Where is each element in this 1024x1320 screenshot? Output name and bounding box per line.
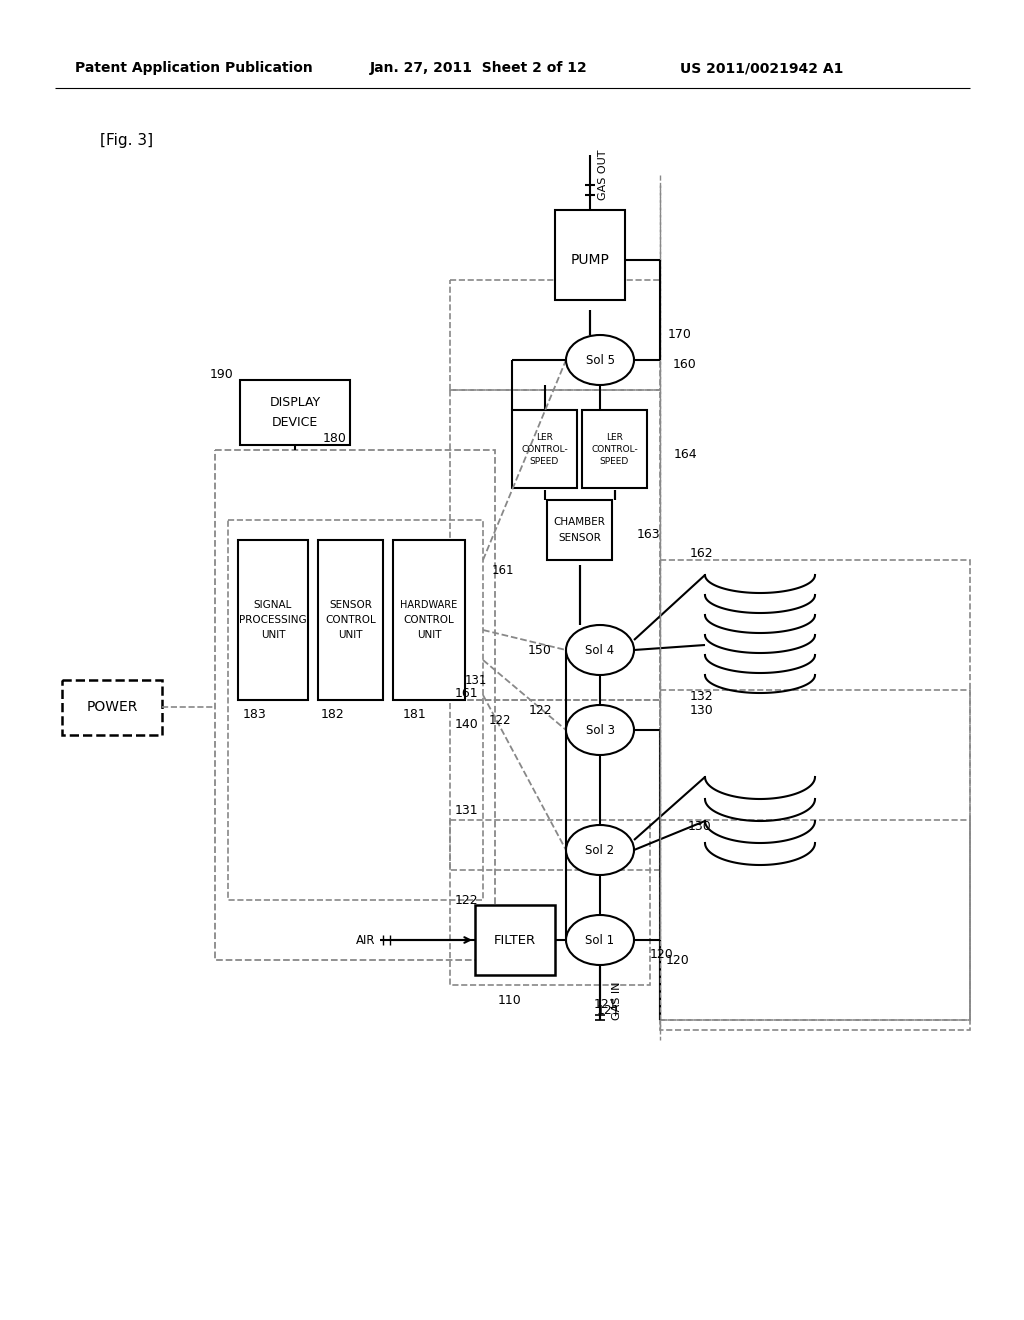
Text: UNIT: UNIT <box>417 630 441 640</box>
Text: 131: 131 <box>455 804 478 817</box>
Bar <box>475 906 555 975</box>
Text: UNIT: UNIT <box>261 630 286 640</box>
Text: 160: 160 <box>673 359 697 371</box>
Text: FILTER: FILTER <box>494 933 536 946</box>
Bar <box>660 820 970 1020</box>
Text: 131: 131 <box>465 673 487 686</box>
Bar <box>555 210 625 300</box>
Text: 150: 150 <box>528 644 552 656</box>
Text: SIGNAL: SIGNAL <box>254 601 292 610</box>
Bar <box>240 380 350 445</box>
Bar <box>215 450 495 960</box>
Text: SENSOR: SENSOR <box>329 601 372 610</box>
Text: 180: 180 <box>323 432 347 445</box>
Text: Sol 1: Sol 1 <box>586 933 614 946</box>
Text: Sol 5: Sol 5 <box>586 354 614 367</box>
Ellipse shape <box>566 335 634 385</box>
Text: 140: 140 <box>455 718 479 731</box>
Text: 164: 164 <box>673 449 696 462</box>
Text: DEVICE: DEVICE <box>272 416 318 429</box>
Text: CONTROL-: CONTROL- <box>521 445 568 454</box>
Text: UNIT: UNIT <box>338 630 362 640</box>
Text: 122: 122 <box>455 894 478 907</box>
Text: GAS OUT: GAS OUT <box>598 149 608 201</box>
Bar <box>512 411 577 488</box>
Text: Sol 2: Sol 2 <box>586 843 614 857</box>
Text: [Fig. 3]: [Fig. 3] <box>100 132 154 148</box>
Text: 163: 163 <box>636 528 659 541</box>
Text: CONTROL: CONTROL <box>403 615 455 624</box>
Text: DISPLAY: DISPLAY <box>269 396 321 409</box>
Ellipse shape <box>566 624 634 675</box>
Text: 181: 181 <box>403 709 427 722</box>
Text: US 2011/0021942 A1: US 2011/0021942 A1 <box>680 61 844 75</box>
Text: LER: LER <box>606 433 623 441</box>
Text: POWER: POWER <box>86 700 137 714</box>
Text: SPEED: SPEED <box>529 457 559 466</box>
Text: 120: 120 <box>650 949 674 961</box>
Text: 120: 120 <box>667 953 690 966</box>
Bar <box>62 680 162 735</box>
Text: Sol 4: Sol 4 <box>586 644 614 656</box>
Ellipse shape <box>566 825 634 875</box>
Text: 110: 110 <box>498 994 522 1006</box>
Bar <box>450 820 650 985</box>
Text: 170: 170 <box>668 329 692 342</box>
Text: SPEED: SPEED <box>600 457 629 466</box>
Text: AIR: AIR <box>355 933 375 946</box>
Bar <box>393 540 465 700</box>
Text: SENSOR: SENSOR <box>558 533 601 543</box>
Text: 183: 183 <box>243 709 267 722</box>
Text: 121: 121 <box>593 998 616 1011</box>
Text: 132: 132 <box>690 690 714 704</box>
Bar <box>318 540 383 700</box>
Bar <box>660 560 970 1030</box>
Text: Sol 3: Sol 3 <box>586 723 614 737</box>
Text: 182: 182 <box>322 709 345 722</box>
Text: 161: 161 <box>455 686 478 700</box>
Text: 130: 130 <box>690 704 714 717</box>
Text: 162: 162 <box>690 546 714 560</box>
Bar <box>660 690 970 1020</box>
Text: PROCESSING: PROCESSING <box>240 615 307 624</box>
Ellipse shape <box>566 705 634 755</box>
Text: LER: LER <box>536 433 553 441</box>
Ellipse shape <box>566 915 634 965</box>
Text: 161: 161 <box>492 564 514 577</box>
Text: 122: 122 <box>528 704 552 717</box>
Text: PUMP: PUMP <box>570 253 609 267</box>
Text: GAS IN: GAS IN <box>612 982 622 1020</box>
Text: 122: 122 <box>488 714 511 726</box>
Bar <box>582 411 647 488</box>
Text: HARDWARE: HARDWARE <box>400 601 458 610</box>
Bar <box>238 540 308 700</box>
Bar <box>450 280 660 389</box>
Bar <box>228 520 483 900</box>
Text: 121: 121 <box>596 1003 620 1016</box>
Bar <box>450 389 660 700</box>
Text: CHAMBER: CHAMBER <box>554 517 605 527</box>
Text: CONTROL: CONTROL <box>326 615 376 624</box>
Text: 190: 190 <box>209 368 233 381</box>
Text: CONTROL-: CONTROL- <box>591 445 638 454</box>
Text: 130: 130 <box>688 820 712 833</box>
Bar <box>450 700 660 870</box>
Bar <box>547 500 612 560</box>
Text: Patent Application Publication: Patent Application Publication <box>75 61 312 75</box>
Text: Jan. 27, 2011  Sheet 2 of 12: Jan. 27, 2011 Sheet 2 of 12 <box>370 61 588 75</box>
